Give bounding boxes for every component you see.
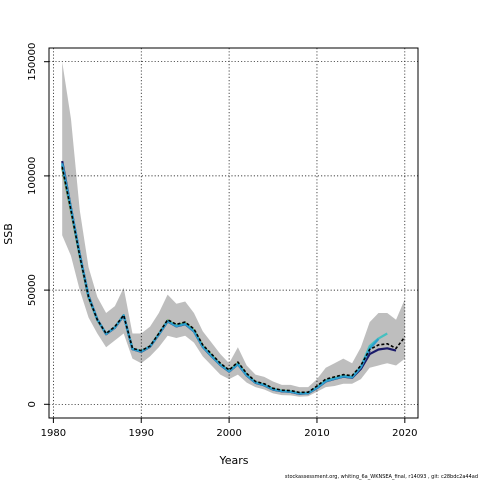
series-layer bbox=[61, 160, 406, 395]
y-tick-label: 0 bbox=[27, 401, 38, 407]
x-tick-label: 2000 bbox=[216, 428, 241, 439]
y-tick-label: 100000 bbox=[27, 157, 38, 195]
series-line-final bbox=[61, 166, 406, 394]
confidence-band bbox=[62, 61, 405, 397]
plot-frame bbox=[48, 47, 419, 419]
y-axis-label: SSB bbox=[2, 223, 15, 245]
y-tick-label: 150000 bbox=[27, 43, 38, 81]
x-tick-label: 2020 bbox=[392, 428, 417, 439]
x-tick-label: 1990 bbox=[129, 428, 154, 439]
footer-note: stockassessment.org, whiting_6a_WKNSEA_f… bbox=[285, 474, 478, 480]
series-line-retro-1 bbox=[61, 163, 380, 395]
y-tick-label: 50000 bbox=[27, 274, 38, 306]
x-axis-label: Years bbox=[218, 454, 248, 467]
x-tick-label: 2010 bbox=[304, 428, 329, 439]
x-tick-label: 1980 bbox=[41, 428, 66, 439]
confidence-band-layer bbox=[62, 61, 405, 397]
grid-layer bbox=[49, 48, 418, 418]
axis-layer: 1980 1990 2000 2010 2020 0 50000 100000 150000 bbox=[27, 43, 418, 439]
